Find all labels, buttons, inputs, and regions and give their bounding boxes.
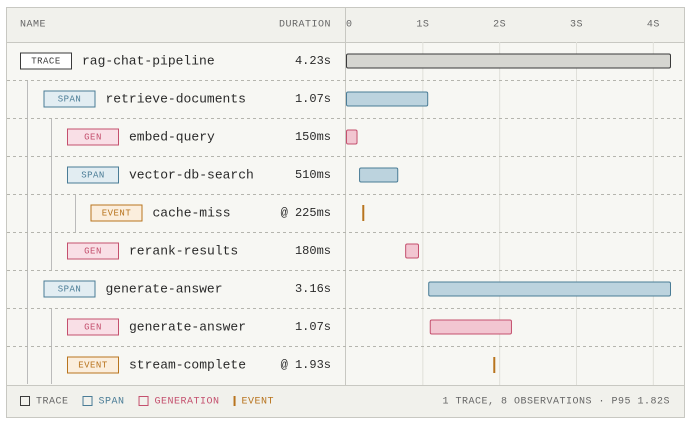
event-time: @ 225ms [281,206,331,220]
badge-box [43,90,96,108]
time-tick-label: 1S [416,20,429,31]
badge-box [43,280,96,298]
legend-marker [138,396,149,406]
span-name: vector-db-search [129,167,254,182]
span-bar [405,243,419,259]
duration: 180ms [295,244,331,258]
time-tick-label: 0 [346,20,353,31]
span-name: rerank-results [129,243,238,258]
time-tick-label: 4S [647,20,660,31]
legend-marker [82,396,93,406]
badge: SPAN [58,284,82,294]
duration: 510ms [295,168,331,182]
summary: 1 TRACE, 8 OBSERVATIONS · P95 1.82S [442,397,670,408]
legend-label: SPAN [99,397,125,408]
badge-box [67,128,119,146]
span-name: rag-chat-pipeline [82,53,215,68]
badge-box [67,318,119,336]
badge-box [67,356,119,374]
event-time: @ 1.93s [281,358,331,372]
span-bar [429,319,512,335]
badge: GEN [84,132,102,142]
span-name: embed-query [129,129,215,144]
span-name: cache-miss [153,205,231,220]
span-name: stream-complete [129,357,246,372]
badge-box [20,52,72,70]
badge-box [90,204,143,222]
duration-header: DURATION [279,20,331,31]
span-bar [346,91,429,107]
badge: TRACE [31,56,61,66]
badge-box [67,242,119,260]
badge: SPAN [58,94,82,104]
legend-marker [20,396,30,406]
span-bar [346,129,358,145]
span-bar [359,167,399,183]
span-name: generate-answer [106,281,223,296]
badge: EVENT [78,360,108,370]
duration: 3.16s [295,282,331,296]
footer-bg [7,385,684,417]
span-name: generate-answer [129,319,246,334]
span-bar [428,281,671,297]
badge: GEN [84,246,102,256]
duration: 4.23s [295,54,331,68]
badge-box [67,166,119,184]
duration: 150ms [295,130,331,144]
badge: SPAN [81,170,105,180]
time-tick-label: 2S [493,20,506,31]
duration: 1.07s [295,320,331,334]
badge: EVENT [102,208,132,218]
legend-label: EVENT [242,397,275,408]
span-bar [346,53,671,69]
badge: GEN [84,322,102,332]
legend-label: GENERATION [155,397,220,408]
time-tick-label: 3S [570,20,583,31]
name-header: NAME [20,20,46,31]
duration: 1.07s [295,92,331,106]
legend-label: TRACE [36,397,69,408]
span-name: retrieve-documents [106,91,246,106]
